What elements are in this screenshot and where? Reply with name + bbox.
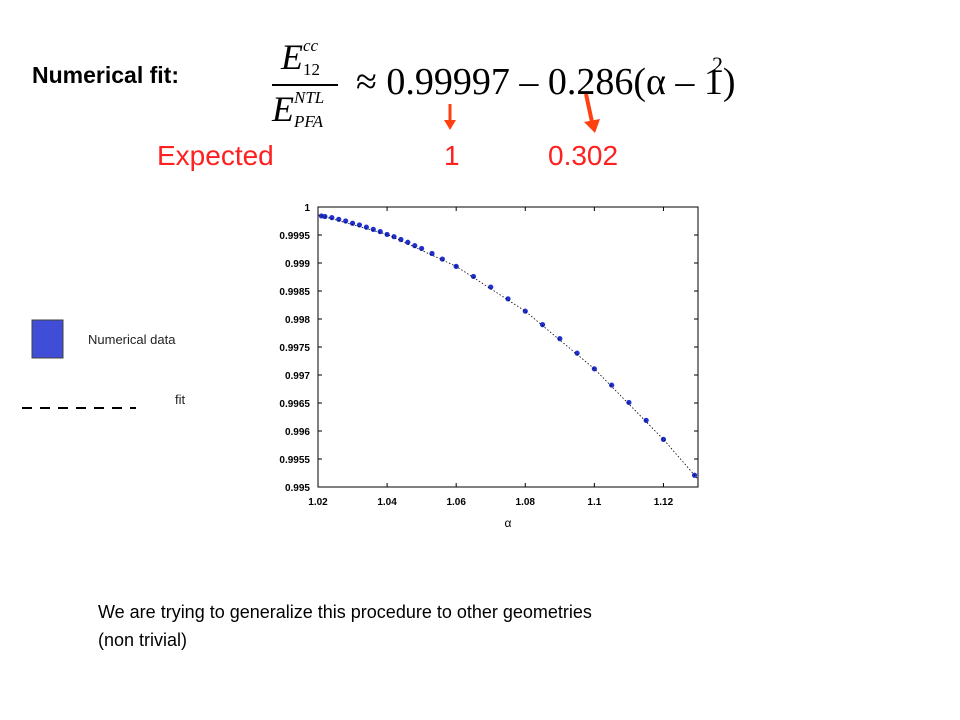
- x-tick-label: 1.02: [308, 497, 328, 508]
- x-tick-label: 1.1: [587, 497, 601, 508]
- y-tick-label: 1: [304, 203, 310, 214]
- data-point: [370, 226, 376, 232]
- x-tick-label: 1.08: [516, 497, 536, 508]
- data-point: [405, 239, 411, 245]
- x-tick-label: 1.12: [654, 497, 674, 508]
- data-point: [660, 436, 667, 442]
- expected-label: Expected: [157, 140, 274, 171]
- x-axis-label: α: [505, 516, 512, 530]
- data-point: [505, 296, 511, 302]
- data-point: [626, 399, 632, 406]
- y-tick-label: 0.997: [285, 371, 310, 382]
- footer-line: (non trivial): [98, 630, 188, 650]
- symbol: E: [272, 89, 294, 129]
- x-tick-label: 1.06: [446, 497, 466, 508]
- data-point: [419, 245, 425, 252]
- fit-line: [317, 214, 699, 480]
- y-tick-label: 0.9995: [279, 231, 310, 242]
- data-point: [539, 322, 546, 328]
- expected-value: 0.302: [548, 140, 619, 171]
- data-point: [574, 350, 580, 356]
- data-point: [522, 308, 528, 314]
- legend-label: fit: [175, 392, 186, 407]
- data-point: [377, 229, 383, 235]
- data-point: [363, 224, 369, 230]
- data-point: [398, 236, 404, 243]
- y-tick-label: 0.996: [285, 427, 310, 438]
- data-point: [384, 231, 390, 238]
- formula-exponent: 2: [712, 52, 723, 77]
- y-tick-label: 0.9965: [279, 399, 310, 410]
- arrow-head: [444, 120, 456, 130]
- superscript: cc: [303, 36, 319, 55]
- data-point: [412, 243, 418, 249]
- formula-rhs: ≈ 0.99997 – 0.286(α – 1): [356, 61, 736, 103]
- fraction-bar: [272, 84, 338, 86]
- expected-value: 1: [444, 140, 460, 171]
- y-tick-label: 0.9955: [279, 455, 310, 466]
- data-point: [336, 216, 342, 222]
- y-tick-label: 0.999: [285, 259, 310, 270]
- subscript: PFA: [294, 112, 323, 131]
- superscript: NTL: [294, 88, 325, 107]
- y-tick-label: 0.9975: [279, 343, 310, 354]
- arrow-head: [584, 119, 600, 133]
- data-point: [356, 222, 363, 228]
- data-point: [643, 417, 649, 423]
- footer-line: We are trying to generalize this procedu…: [98, 602, 592, 622]
- heading: Numerical fit:: [32, 62, 179, 88]
- data-point: [470, 273, 477, 280]
- y-tick-label: 0.998: [285, 315, 310, 326]
- y-tick-label: 0.995: [285, 483, 310, 494]
- data-point: [429, 250, 435, 257]
- symbol: E: [281, 37, 303, 77]
- plot-area: [317, 206, 699, 488]
- legend-label: Numerical data: [88, 332, 176, 347]
- legend-swatch: [31, 319, 64, 359]
- arrow: [584, 93, 594, 123]
- subscript: 12: [303, 60, 320, 79]
- data-point: [349, 220, 356, 226]
- data-point: [609, 382, 615, 388]
- data-point: [557, 336, 563, 342]
- data-point: [488, 284, 494, 290]
- y-tick-label: 0.9985: [279, 287, 310, 298]
- x-tick-label: 1.04: [377, 497, 397, 508]
- formula-denominator: E NTL PFA: [272, 88, 344, 131]
- data-point: [343, 218, 349, 224]
- data-point: [329, 215, 335, 221]
